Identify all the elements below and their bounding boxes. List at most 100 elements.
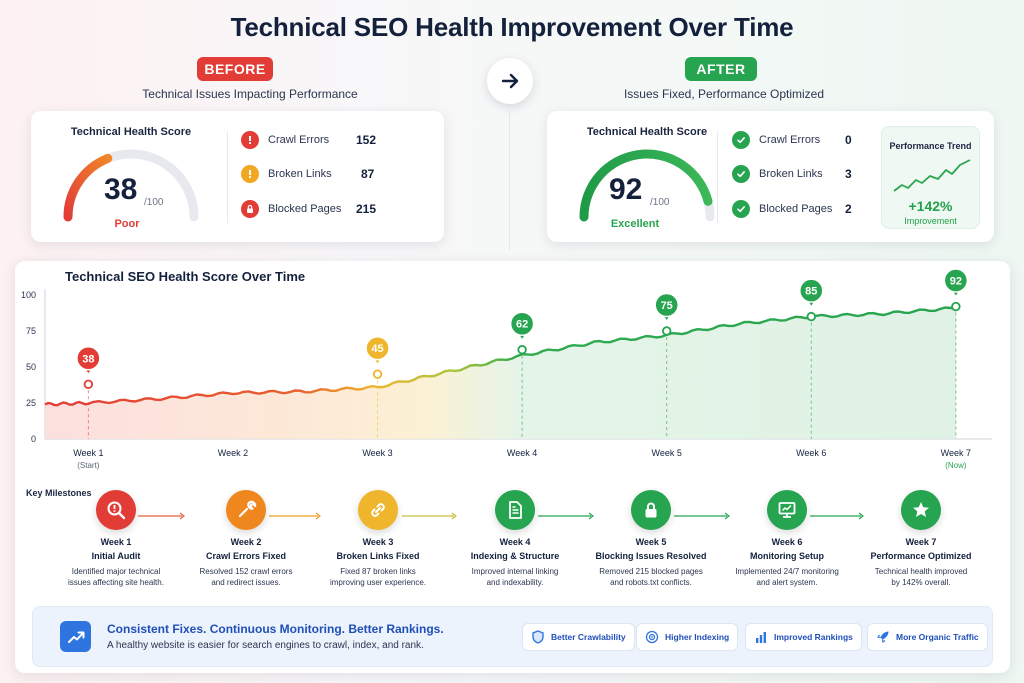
before-score: 38	[104, 173, 138, 206]
milestone-title: Performance Optimized	[870, 551, 972, 561]
x-tick-label: Week 5	[652, 448, 682, 458]
shield-icon	[532, 630, 544, 644]
milestone-connector	[810, 512, 864, 520]
chip-label: Improved Rankings	[774, 632, 853, 642]
summary-banner: Consistent Fixes. Continuous Monitoring.…	[32, 606, 993, 667]
milestone-connector	[674, 512, 730, 520]
wrench-icon	[226, 490, 266, 530]
chip-label: Higher Indexing	[665, 632, 730, 642]
milestone-connector	[138, 512, 185, 520]
before-subtitle: Technical Issues Impacting Performance	[142, 87, 358, 101]
metric-label: Crawl Errors	[759, 134, 821, 146]
milestone-title: Monitoring Setup	[750, 551, 824, 561]
rocket-icon	[877, 631, 889, 643]
check-icon	[732, 131, 750, 149]
x-tick-label: Week 3	[362, 448, 392, 458]
data-point	[951, 301, 961, 312]
before-gauge	[63, 149, 199, 222]
performance-trend-box: Performance Trend +142% Improvement	[881, 126, 980, 229]
milestone-week-7: Week 7 Performance Optimized Technical h…	[846, 490, 996, 588]
chip-label: More Organic Traffic	[896, 632, 979, 642]
metric-value: 152	[356, 133, 377, 147]
milestone-connector	[269, 512, 321, 520]
x-tick-label: Week 6	[796, 448, 826, 458]
chart-title: Technical SEO Health Score Over Time	[65, 269, 306, 284]
milestone-title: Indexing & Structure	[470, 551, 560, 561]
gauge-title: Technical Health Score	[70, 126, 192, 138]
after-metric-blocked-pages: Blocked Pages 2	[732, 199, 852, 219]
data-label: 45	[371, 343, 383, 355]
before-metric-blocked-pages: Blocked Pages 215	[241, 199, 376, 219]
milestone-title: Initial Audit	[91, 551, 141, 561]
metric-value: 2	[845, 202, 852, 216]
data-label: 75	[661, 300, 673, 312]
data-point	[372, 369, 383, 379]
y-tick-label: 0	[31, 434, 36, 444]
banner-subline: A healthy website is easier for search e…	[107, 640, 424, 651]
chip-higher-indexing: Higher Indexing	[636, 623, 739, 651]
data-label-badge	[654, 292, 679, 318]
link-icon	[358, 490, 398, 530]
page-title: Technical SEO Health Improvement Over Ti…	[230, 12, 794, 42]
trend-value: +142%	[908, 198, 953, 214]
milestone-week-3: Week 3 Broken Links Fixed Fixed 87 broke…	[303, 490, 453, 588]
milestones-title: Key Milestones	[26, 488, 92, 498]
data-point	[517, 345, 527, 355]
metric-label: Crawl Errors	[268, 134, 330, 146]
section-divider	[509, 110, 510, 250]
milestone-desc: Fixed 87 broken links improving user expe…	[329, 567, 427, 587]
before-card: Technical Health Score 38 /100 Poor Craw…	[31, 111, 444, 242]
card-divider	[227, 131, 228, 223]
data-label-badge	[365, 335, 390, 361]
trend-up-icon	[60, 621, 91, 652]
milestone-week-1: Week 1 Initial Audit Identified major te…	[41, 490, 191, 588]
milestone-desc: Resolved 152 crawl errors and redirect is…	[199, 567, 293, 587]
after-card: Technical Health Score 92 /100 Excellent…	[547, 111, 994, 242]
area-fill	[45, 307, 956, 439]
milestone-week: Week 3	[362, 537, 394, 547]
y-tick-label: 100	[21, 290, 36, 300]
data-point	[661, 326, 672, 336]
x-tick-label: Week 2	[218, 448, 248, 458]
milestone-week-5: Week 5 Blocking Issues Resolved Removed …	[576, 490, 726, 588]
health-score-chart: 0 25 50 75 100 Week 1 (Start) Week 2 Week 3 Week …	[21, 268, 992, 470]
milestone-week-4: Week 4 Indexing & Structure Improved int…	[440, 490, 590, 588]
y-tick-label: 25	[26, 398, 36, 408]
milestone-title: Crawl Errors Fixed	[205, 551, 287, 561]
before-metric-broken-links: Broken Links 87	[241, 164, 374, 184]
metric-value: 3	[845, 167, 852, 181]
series-line	[44, 306, 956, 407]
milestone-desc: Implemented 24/7 monitoring and alert sys…	[735, 567, 839, 587]
milestone-week: Week 5	[635, 537, 667, 547]
x-tick-label: Week 1	[73, 448, 103, 458]
lock-icon	[241, 200, 259, 218]
x-tick-label: Week 7	[941, 448, 971, 458]
milestone-desc: Removed 215 blocked pages and robots.txt …	[599, 567, 703, 587]
check-icon	[732, 200, 750, 218]
chip-more-organic-traffic: More Organic Traffic	[867, 623, 988, 651]
milestone-week-6: Week 6 Monitoring Setup Implemented 24/7…	[712, 490, 862, 588]
data-label: 38	[82, 353, 94, 365]
trend-label: Improvement	[904, 216, 957, 226]
trend-title: Performance Trend	[889, 141, 972, 151]
y-tick-label: 50	[26, 362, 36, 372]
warning-icon	[241, 165, 259, 183]
after-score-max: /100	[650, 197, 670, 208]
before-score-max: /100	[144, 197, 164, 208]
milestone-desc: Technical health improved by 142% overall…	[874, 567, 968, 587]
milestone-week: Week 7	[905, 537, 937, 547]
after-score: 92	[609, 173, 643, 206]
lock-icon	[631, 490, 671, 530]
data-label-badge	[943, 268, 969, 293]
chip-better-crawlability: Better Crawlability	[522, 623, 635, 651]
milestone-desc: Identified major technical issues affecti…	[68, 567, 164, 587]
after-gauge	[579, 149, 715, 222]
x-tick-sublabel: (Now)	[945, 461, 967, 470]
before-status: Poor	[114, 218, 140, 230]
data-label: 85	[805, 286, 817, 298]
data-label: 92	[950, 276, 962, 288]
milestone-week: Week 1	[100, 537, 132, 547]
after-status: Excellent	[610, 218, 660, 230]
metric-value: 0	[845, 133, 852, 147]
milestone-connector	[538, 512, 594, 520]
